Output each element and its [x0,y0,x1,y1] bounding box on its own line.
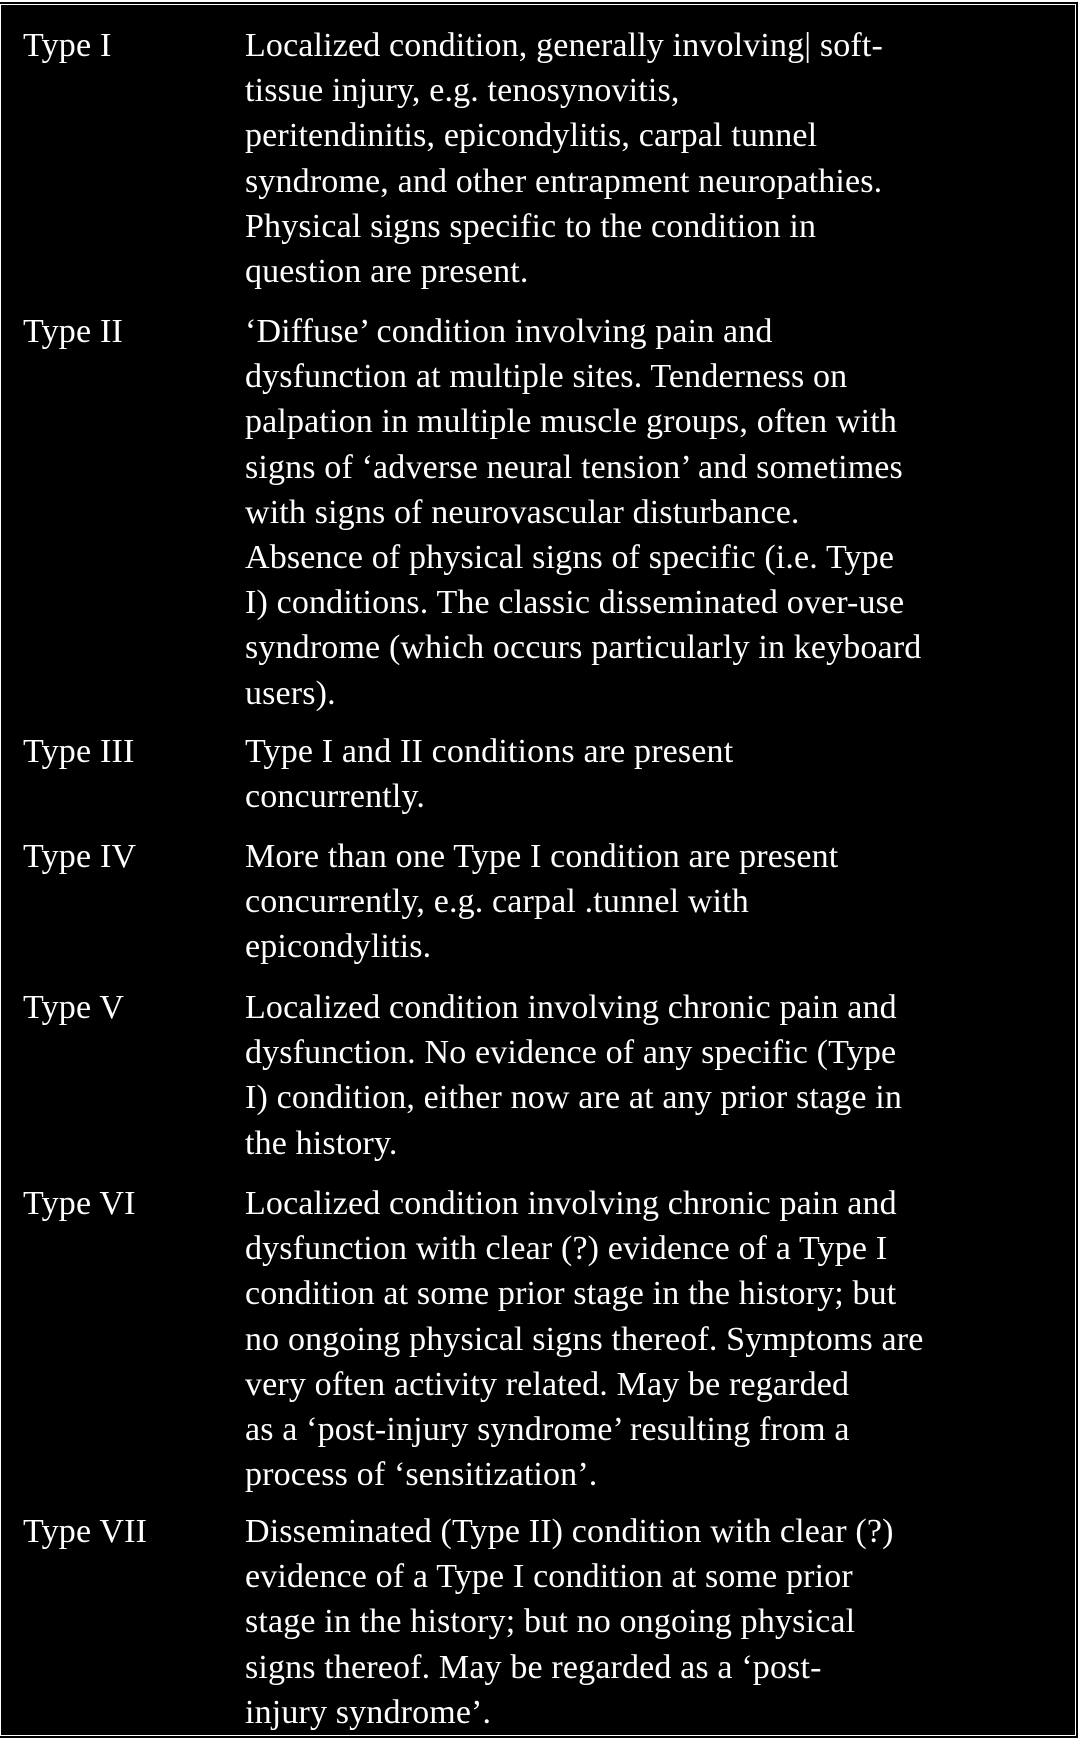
type-label: Type IV [23,838,137,875]
type-description: Localized condition involving chronic pa… [245,989,903,1162]
type-description: ‘Diffuse’ condition involving pain and d… [245,313,922,712]
type-description: More than one Type I condition are prese… [245,838,839,966]
type-description: Localized condition, generally involving… [245,27,883,291]
type-description: Disseminated (Type II) condition with cl… [245,1513,894,1731]
type-label: Type V [23,989,125,1026]
type-label: Type I [23,27,112,64]
type-label: Type VI [23,1185,136,1222]
type-label: Type VII [23,1513,148,1550]
type-label: Type III [23,733,135,770]
type-description: Localized condition involving chronic pa… [245,1185,924,1494]
type-label: Type II [23,313,124,350]
type-description: Type I and II conditions are present con… [245,733,734,816]
